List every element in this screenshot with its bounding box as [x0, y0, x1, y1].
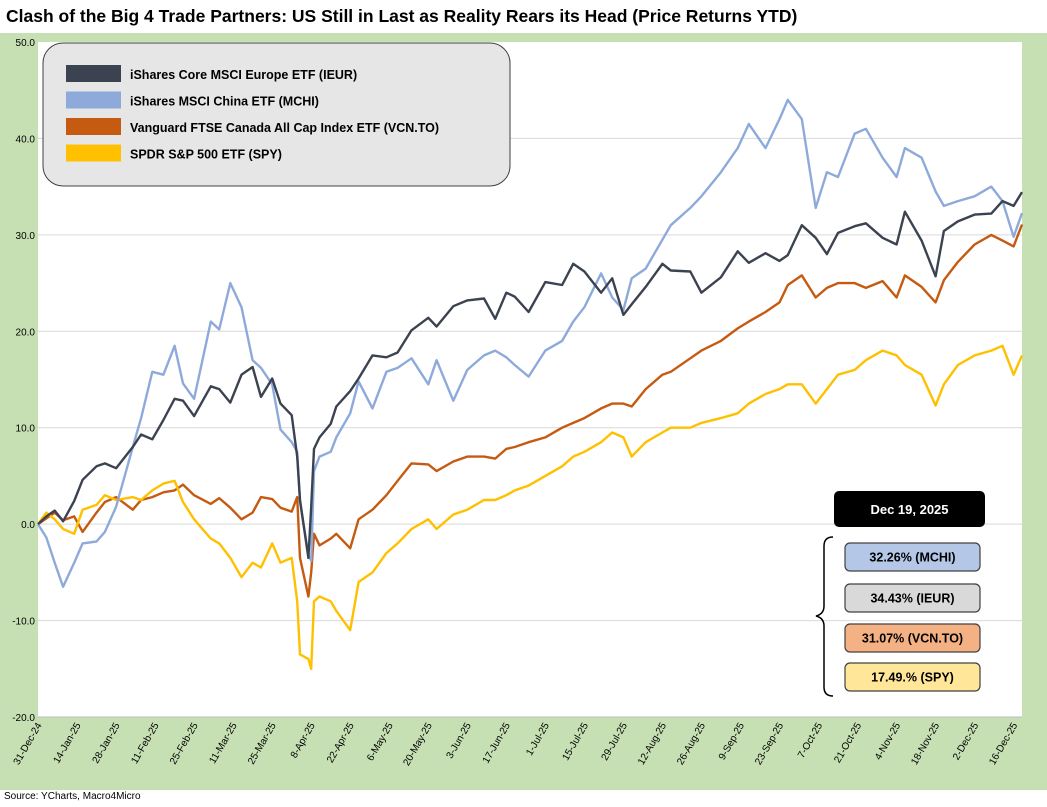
end-value-annotation: Dec 19, 2025 32.26% (MCHI) 34.43% (IEUR) 31… [815, 491, 985, 697]
legend-label: Vanguard FTSE Canada All Cap Index ETF (… [130, 121, 439, 135]
y-tick-label: 0.0 [21, 520, 35, 531]
legend: iShares Core MSCI Europe ETF (IEUR) iShar… [42, 42, 511, 187]
source-note: Source: YCharts, Macro4Micro [4, 791, 141, 802]
y-tick-label: 20.0 [16, 327, 36, 338]
series-line [36, 98, 1024, 588]
series-lines [36, 98, 1024, 670]
series-line [37, 344, 1024, 670]
legend-label: iShares Core MSCI Europe ETF (IEUR) [130, 68, 357, 82]
annotation-date-box [834, 491, 985, 527]
annotation-value-label: 17.49.% (SPY) [871, 671, 954, 685]
legend-swatch [66, 91, 121, 109]
chart-title: Clash of the Big 4 Trade Partners: US St… [6, 6, 798, 26]
annotation-value-label: 34.43% (IEUR) [870, 592, 954, 606]
legend-box [42, 42, 511, 187]
series-line [37, 191, 1024, 560]
y-tick-label: 50.0 [16, 38, 36, 49]
legend-label: iShares MSCI China ETF (MCHI) [130, 95, 319, 109]
y-axis: 50.0 40.0 30.0 20.0 10.0 0.0 -10.0 -20.0 [12, 38, 1022, 724]
annotation-value-box [844, 623, 981, 653]
series-line [37, 224, 1024, 598]
legend-swatch [66, 144, 121, 162]
annotation-value-box [844, 662, 981, 692]
legend-swatch [66, 118, 121, 135]
legend-swatch [66, 65, 121, 82]
y-tick-label: -10.0 [12, 617, 35, 628]
annotation-value-box [844, 542, 981, 572]
annotation-value-box [844, 583, 981, 613]
annotation-brace [815, 536, 834, 697]
y-tick-label: 40.0 [16, 134, 36, 145]
annotation-date: Dec 19, 2025 [870, 502, 948, 517]
y-tick-label: -20.0 [12, 713, 35, 724]
annotation-value-label: 31.07% (VCN.TO) [862, 632, 963, 646]
y-tick-label: 30.0 [16, 231, 36, 242]
annotation-value-label: 32.26% (MCHI) [869, 551, 955, 565]
legend-label: SPDR S&P 500 ETF (SPY) [130, 148, 282, 162]
y-tick-label: 10.0 [16, 424, 36, 435]
